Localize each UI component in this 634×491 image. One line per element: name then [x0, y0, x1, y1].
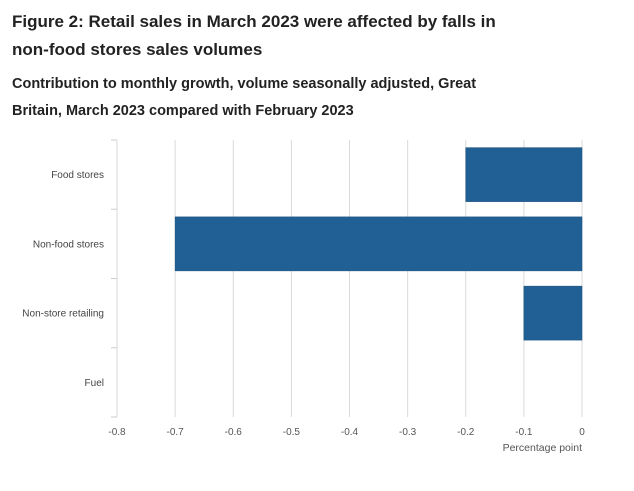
x-axis-title: Percentage point	[503, 442, 582, 454]
category-ticks	[111, 139, 117, 418]
x-tick-label: -0.1	[515, 427, 533, 438]
x-tick-label: -0.8	[108, 427, 126, 438]
x-tick-label: -0.5	[283, 427, 301, 438]
bar[interactable]	[523, 285, 583, 341]
category-label: Non-store retailing	[22, 309, 104, 320]
bars	[174, 147, 583, 341]
x-tick-label: -0.7	[167, 427, 185, 438]
category-label: Fuel	[85, 378, 104, 389]
x-tick-label: -0.2	[457, 427, 475, 438]
x-tick-labels: -0.8 -0.7 -0.6 -0.5 -0.4 -0.3 -0.2 -0.1 0	[108, 427, 585, 438]
x-tick-label: -0.6	[225, 427, 243, 438]
chart-title: Figure 2: Retail sales in March 2023 wer…	[12, 12, 496, 59]
x-tick-label: -0.3	[399, 427, 417, 438]
bar[interactable]	[465, 147, 583, 202]
category-label: Non-food stores	[33, 239, 104, 250]
x-tick-label: -0.4	[341, 427, 359, 438]
x-tick-label: 0	[579, 427, 585, 438]
category-labels: Food stores Non-food stores Non-store reta…	[22, 170, 104, 389]
chart-subtitle: Contribution to monthly growth, volume s…	[12, 76, 477, 119]
category-label: Food stores	[51, 170, 104, 181]
bar[interactable]	[174, 216, 583, 272]
